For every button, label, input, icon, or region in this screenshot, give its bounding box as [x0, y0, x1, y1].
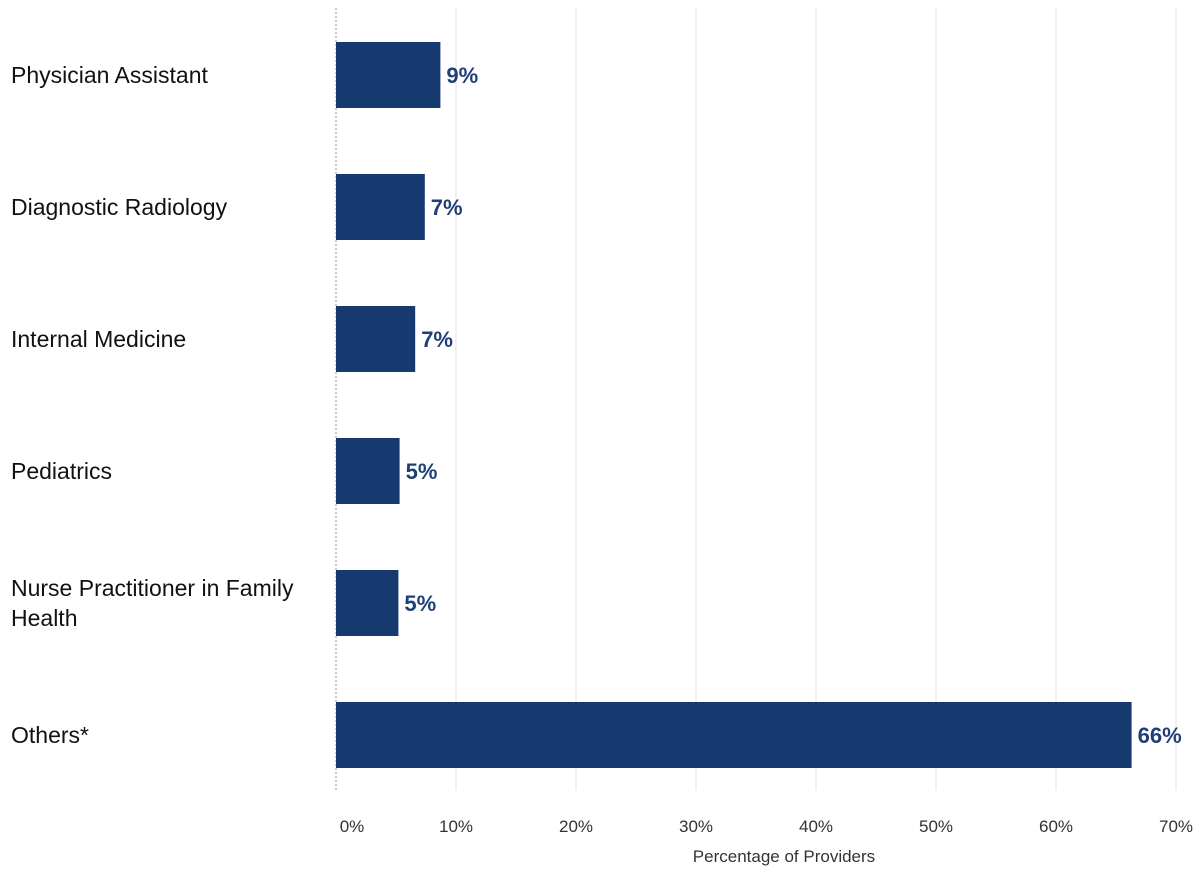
category-labels: Physician Assistant Diagnostic Radiology I…: [11, 62, 294, 748]
x-tick-label: 10%: [439, 817, 473, 836]
bar: [336, 570, 399, 636]
category-label: Nurse Practitioner in Family Health: [11, 575, 294, 631]
gridlines: [335, 8, 1177, 790]
bar: [336, 702, 1132, 768]
bar: [336, 42, 441, 108]
x-tick-label: 20%: [559, 817, 593, 836]
data-label: 5%: [404, 591, 436, 616]
category-label: Diagnostic Radiology: [11, 194, 228, 220]
bar: [336, 174, 425, 240]
data-label: 7%: [431, 195, 463, 220]
bars: [336, 42, 1132, 768]
x-tick-label: 50%: [919, 817, 953, 836]
bar: [336, 306, 416, 372]
bar: [336, 438, 400, 504]
data-label: 66%: [1138, 723, 1182, 748]
data-label: 5%: [406, 459, 438, 484]
category-label: Others*: [11, 722, 89, 748]
category-label: Pediatrics: [11, 458, 112, 484]
x-tick-label: 30%: [679, 817, 713, 836]
data-label: 9%: [446, 63, 478, 88]
category-label: Physician Assistant: [11, 62, 208, 88]
x-tick-label: 70%: [1159, 817, 1193, 836]
data-label: 7%: [421, 327, 453, 352]
category-label: Internal Medicine: [11, 326, 186, 352]
x-axis-title: Percentage of Providers: [693, 847, 875, 866]
x-axis-ticks: 0% 10% 20% 30% 40% 50% 60% 70%: [340, 817, 1193, 836]
data-labels: 9% 7% 7% 5% 5% 66%: [404, 63, 1181, 748]
x-tick-label: 0%: [340, 817, 365, 836]
x-tick-label: 40%: [799, 817, 833, 836]
x-tick-label: 60%: [1039, 817, 1073, 836]
